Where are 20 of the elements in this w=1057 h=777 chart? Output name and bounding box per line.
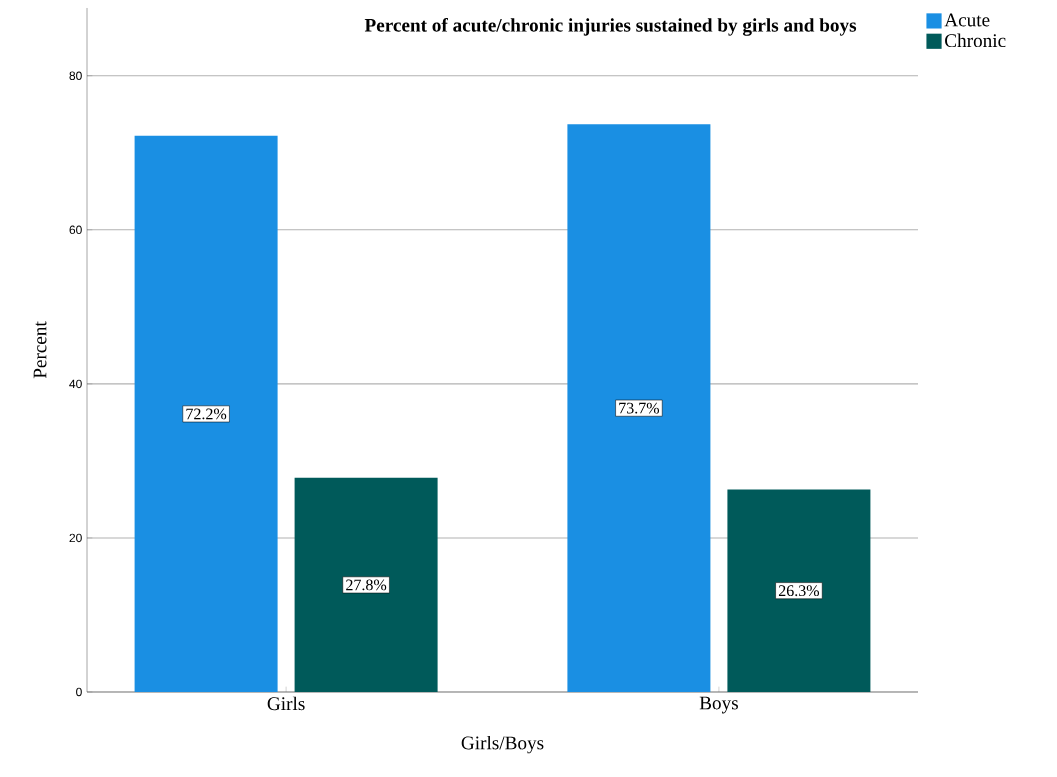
y-tick-label: 0 [76,687,82,697]
data-label: 26.3% [778,585,820,597]
bar [134,135,278,692]
y-axis-title: Percent [33,321,47,379]
legend-label: Chronic [945,33,1006,48]
legend-label: Acute [944,13,990,27]
y-tick-label: 20 [69,533,82,543]
x-axis-title: Girls/Boys [461,735,544,754]
data-label: 73.7% [619,402,660,414]
data-label: 72.2% [186,408,227,420]
x-tick-label: Boys [699,696,738,714]
bar [727,489,871,692]
y-tick-label: 40 [69,379,82,389]
x-tick-label: Girls [267,696,305,711]
bar [567,124,711,692]
chart-title: Percent of acute/chronic injuries sustained by girls and boys [364,18,857,36]
data-label: 27.8% [346,579,387,591]
y-tick-label: 60 [69,225,82,235]
bar [294,477,438,692]
y-tick-label: 80 [69,71,82,81]
